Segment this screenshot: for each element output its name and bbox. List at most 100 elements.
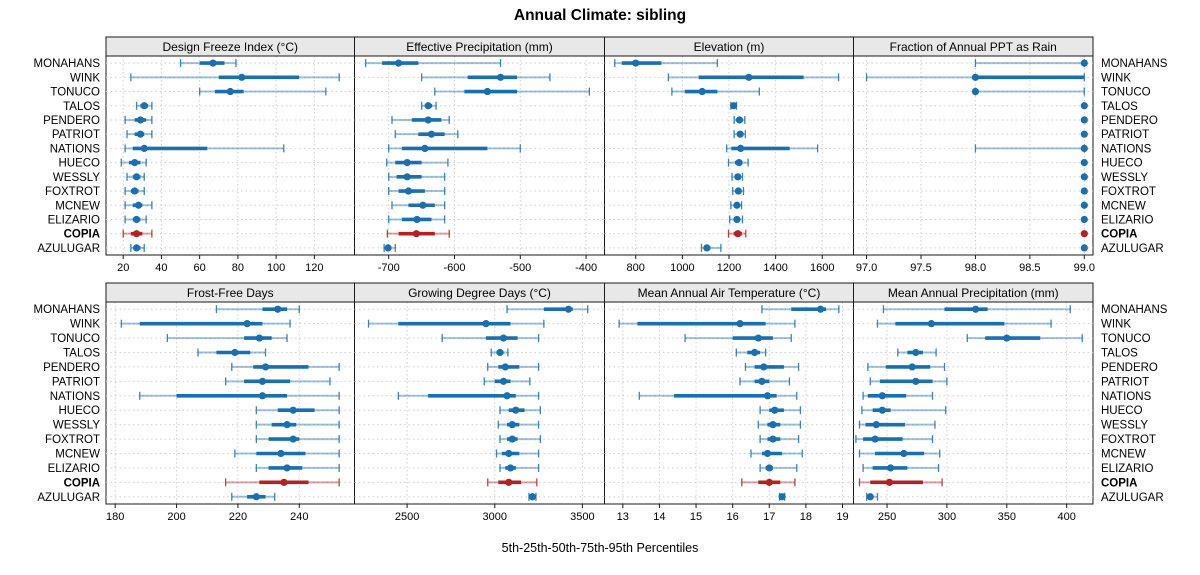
median-dot xyxy=(737,144,745,152)
median-dot xyxy=(698,87,706,96)
station-label-right: PATRIOT xyxy=(1101,129,1149,141)
station-label-right: NATIONS xyxy=(1101,391,1152,403)
median-dot xyxy=(132,230,141,238)
median-dot xyxy=(496,348,504,357)
panel-area xyxy=(604,301,854,505)
station-label-right: PENDERO xyxy=(1101,362,1158,374)
median-dot xyxy=(528,493,537,501)
station-label-left: TALOS xyxy=(63,348,100,360)
station-label-left: PENDERO xyxy=(43,362,100,374)
station-label-left: HUECO xyxy=(58,158,100,170)
median-dot xyxy=(760,363,768,371)
median-dot xyxy=(140,102,148,110)
median-dot xyxy=(136,130,145,138)
median-dot xyxy=(765,478,773,486)
axis-tick-label: 98.0 xyxy=(965,262,986,274)
median-dot xyxy=(887,464,895,472)
median-dot xyxy=(1080,59,1088,67)
axis-tick-label: 2500 xyxy=(395,511,419,523)
station-label-right: ELIZARIO xyxy=(1101,463,1153,475)
median-dot xyxy=(878,406,886,414)
median-dot xyxy=(394,59,403,67)
station-label-right: WINK xyxy=(1101,319,1131,331)
median-dot xyxy=(280,478,288,486)
axis-tick-label: 40 xyxy=(155,262,167,274)
median-dot xyxy=(736,320,744,328)
station-label-left: WINK xyxy=(70,319,100,331)
axis-tick-label: 15 xyxy=(690,511,702,523)
median-dot xyxy=(1080,130,1088,138)
median-dot xyxy=(412,230,420,238)
station-label-left: MONAHANS xyxy=(34,58,101,70)
panels-group: 20 40 60 80 100 120 Design Freeze Index (°C) -7… xyxy=(34,36,1168,523)
median-dot xyxy=(778,493,786,501)
median-dot xyxy=(501,363,509,371)
median-dot xyxy=(482,320,490,328)
station-label-right: MONAHANS xyxy=(1101,304,1168,316)
axis-tick-label: 180 xyxy=(106,511,124,523)
axis-tick-label: 18 xyxy=(800,511,812,523)
median-dot xyxy=(1080,116,1088,124)
panel-strip-title: Growing Degree Days (°C) xyxy=(408,286,551,300)
panel-area xyxy=(354,301,605,505)
station-label-left: NATIONS xyxy=(50,391,101,403)
median-dot xyxy=(703,244,711,252)
median-dot xyxy=(508,435,516,443)
axis-tick-label: 97.5 xyxy=(910,262,931,274)
station-label-left: TONUCO xyxy=(50,87,100,99)
median-dot xyxy=(277,449,285,458)
median-dot xyxy=(243,320,251,328)
median-dot xyxy=(283,464,291,472)
median-dot xyxy=(769,421,777,429)
station-label-left: HUECO xyxy=(58,405,100,417)
panel-strip xyxy=(853,36,1094,57)
station-label-right: AZULUGAR xyxy=(1101,492,1164,504)
axis-tick-label: 300 xyxy=(938,511,956,523)
median-dot xyxy=(209,59,217,67)
median-dot xyxy=(1080,187,1088,195)
station-label-left: TONUCO xyxy=(50,333,100,345)
station-label-left: MCNEW xyxy=(55,449,100,461)
median-dot xyxy=(751,348,759,357)
median-dot xyxy=(238,73,246,81)
median-dot xyxy=(878,392,886,400)
median-dot xyxy=(564,305,572,313)
median-dot xyxy=(816,305,825,313)
median-dot xyxy=(971,73,980,81)
median-dot xyxy=(771,406,779,414)
station-label-right: TONUCO xyxy=(1101,333,1151,345)
station-label-left: MONAHANS xyxy=(34,304,101,316)
panel-strip-title: Elevation (m) xyxy=(694,40,765,54)
axis-tick-label: 1200 xyxy=(717,262,741,274)
median-dot xyxy=(274,305,282,313)
station-label-left: COPIA xyxy=(64,229,100,241)
station-label-left: PENDERO xyxy=(43,115,100,127)
median-dot xyxy=(900,449,908,458)
axis-tick-label: 3000 xyxy=(483,511,507,523)
median-dot xyxy=(1080,144,1088,152)
median-dot xyxy=(1080,173,1088,181)
median-dot xyxy=(424,116,432,124)
panel-strip-title: Design Freeze Index (°C) xyxy=(162,40,298,54)
median-dot xyxy=(730,102,738,110)
median-dot xyxy=(912,348,920,357)
median-dot xyxy=(283,421,291,429)
median-dot xyxy=(971,87,980,96)
panel-strip xyxy=(853,282,1094,303)
station-label-right: HUECO xyxy=(1101,158,1143,170)
station-label-right: TALOS xyxy=(1101,101,1138,113)
panel-area xyxy=(105,55,355,256)
median-dot xyxy=(1080,102,1088,110)
station-label-left: ELIZARIO xyxy=(48,214,100,226)
median-dot xyxy=(1080,215,1088,224)
median-dot xyxy=(885,478,894,486)
median-dot xyxy=(132,215,141,224)
median-dot xyxy=(252,493,260,501)
axis-tick-label: 350 xyxy=(998,511,1016,523)
median-dot xyxy=(734,187,742,195)
median-dot xyxy=(908,363,916,371)
median-dot xyxy=(736,130,744,138)
station-label-left: WESSLY xyxy=(53,420,100,432)
panel-area xyxy=(853,301,1094,505)
